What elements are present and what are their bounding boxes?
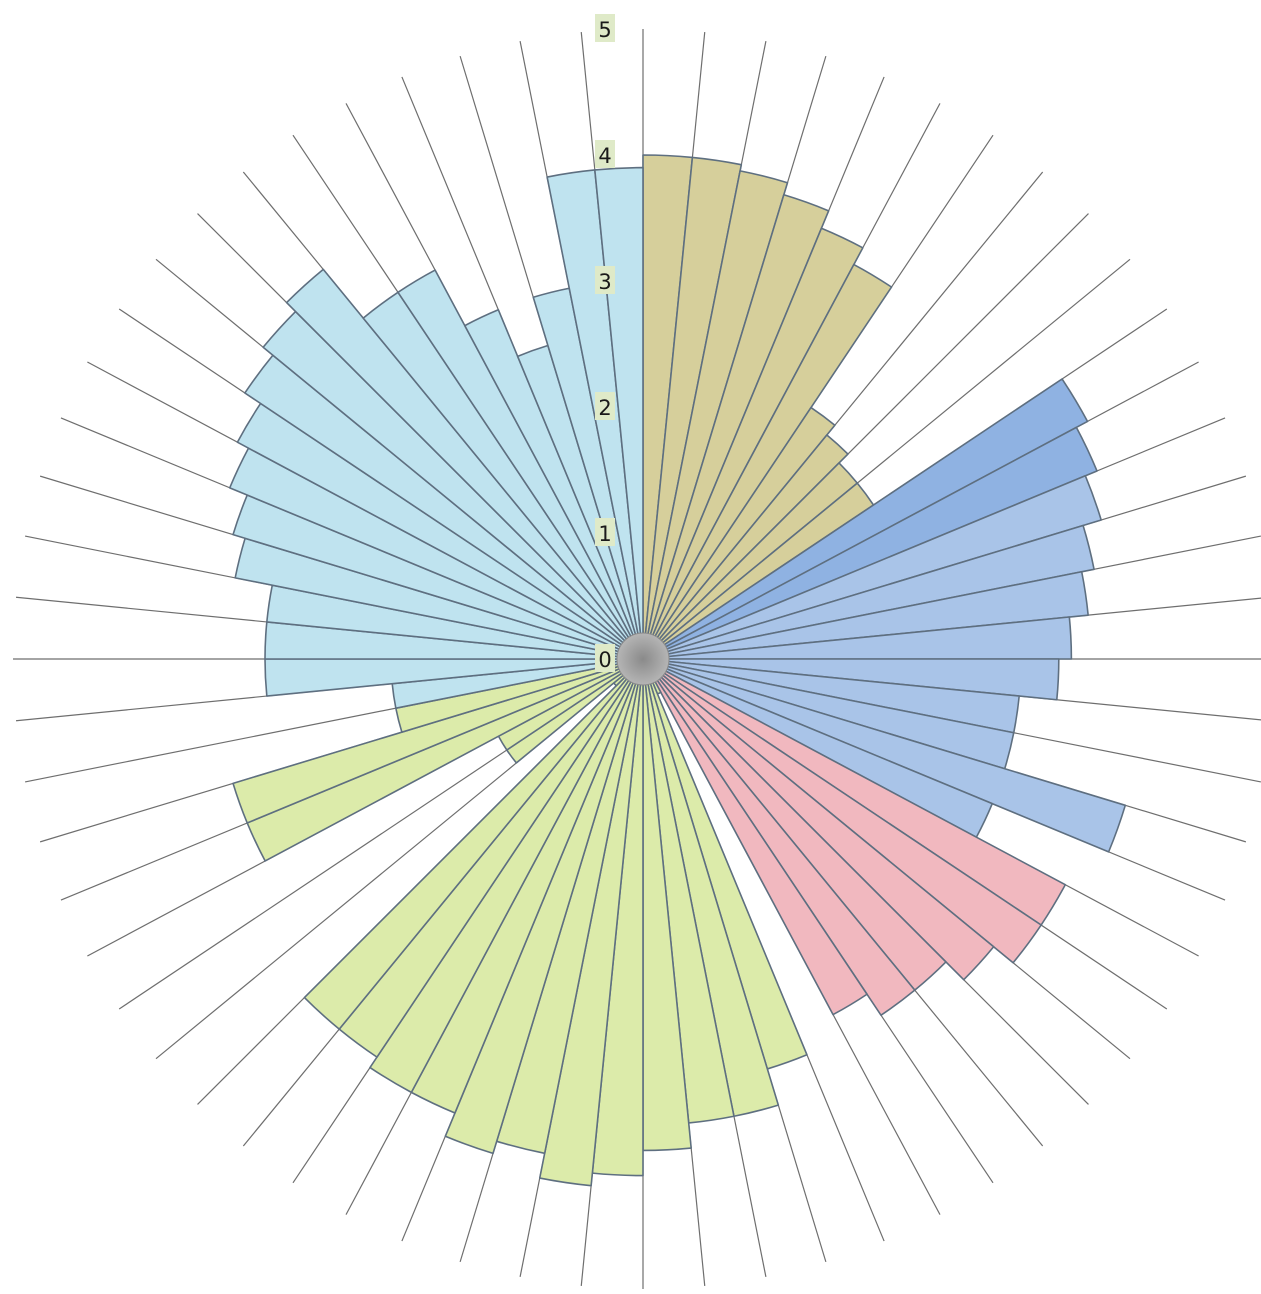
data-wedge xyxy=(285,268,644,660)
radial-tick-label: 3 xyxy=(598,270,611,294)
data-wedge xyxy=(642,193,830,660)
data-wedge xyxy=(397,269,644,660)
radial-tick-label: 5 xyxy=(598,18,611,42)
data-wedge xyxy=(642,658,868,1016)
data-wedge xyxy=(642,658,995,981)
data-wedge xyxy=(232,658,644,824)
tick-label-background xyxy=(595,518,615,546)
data-wedge xyxy=(642,474,1102,660)
data-wedge xyxy=(642,406,836,660)
radial-axis: 0 1 2 3 4 5 xyxy=(595,14,615,672)
data-wedge xyxy=(642,378,1089,660)
data-wedge xyxy=(642,227,864,660)
data-wedge xyxy=(642,524,1095,660)
data-wedge xyxy=(642,658,916,1016)
data-wedge xyxy=(303,658,644,1030)
data-wedge xyxy=(642,170,789,660)
radial-tick-label: 4 xyxy=(598,144,611,168)
data-wedge xyxy=(642,658,1127,853)
data-wedge xyxy=(369,658,644,1094)
data-wedge xyxy=(444,658,644,1155)
data-wedge xyxy=(642,658,1042,964)
data-wedge xyxy=(642,616,1073,660)
data-wedge xyxy=(642,570,1089,660)
radial-tick-label: 1 xyxy=(598,522,611,546)
radial-tick-label: 2 xyxy=(598,396,611,420)
tick-label-background xyxy=(595,14,615,42)
tick-label-background xyxy=(595,644,615,672)
data-wedges xyxy=(228,154,1127,1187)
data-wedge xyxy=(642,263,893,660)
tick-label-background xyxy=(595,266,615,294)
tick-label-background xyxy=(595,140,615,168)
data-wedge xyxy=(464,308,644,660)
chart-hub xyxy=(616,632,670,686)
radial-tick-label: 0 xyxy=(598,648,611,672)
tick-label-background xyxy=(595,392,615,420)
data-wedge xyxy=(642,434,849,660)
chart-center-hub xyxy=(616,632,670,686)
data-wedge xyxy=(642,426,1098,660)
